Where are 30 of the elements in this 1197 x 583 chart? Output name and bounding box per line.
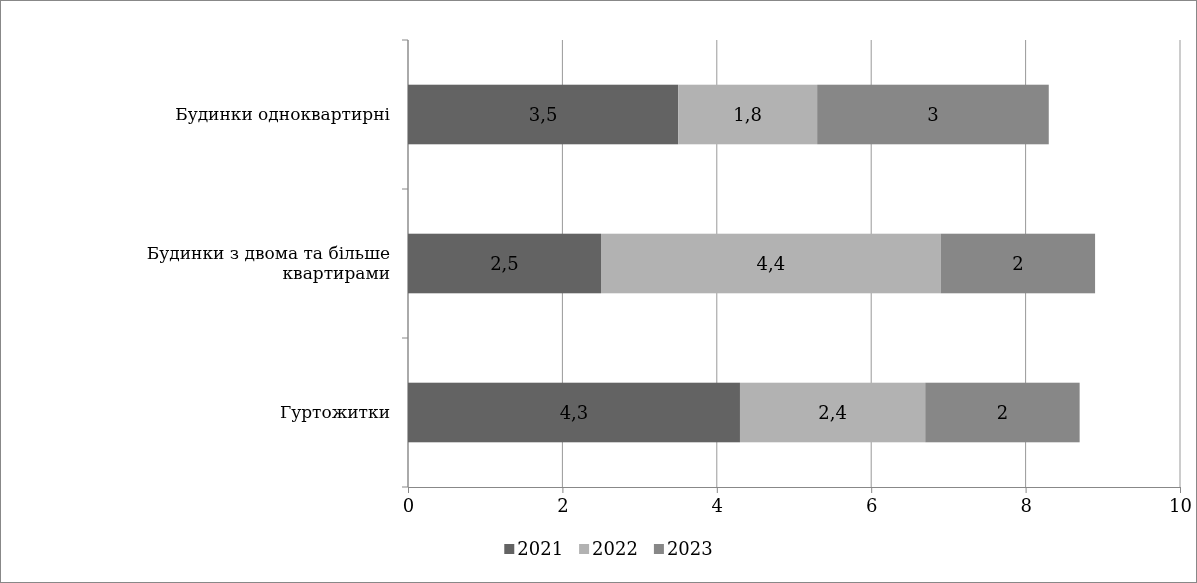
data-label: 2,5 <box>490 252 519 274</box>
legend-label: 2021 <box>517 538 564 560</box>
x-tick-label: 0 <box>402 495 415 517</box>
data-label: 2 <box>1012 252 1024 274</box>
data-label: 4,3 <box>559 401 589 423</box>
data-label: 2,4 <box>818 401 847 423</box>
bar <box>408 233 601 294</box>
bar <box>408 84 679 145</box>
bar <box>601 233 941 294</box>
data-label: 3 <box>927 103 939 125</box>
data-label: 1,8 <box>733 103 762 125</box>
bar <box>817 84 1049 145</box>
x-tick-label: 4 <box>711 495 724 517</box>
data-label: 4,4 <box>756 252 786 274</box>
x-tick-label: 8 <box>1020 495 1032 517</box>
data-label: 2 <box>996 401 1009 423</box>
legend-label: 2023 <box>666 538 713 560</box>
x-tick-label: 2 <box>557 495 569 517</box>
legend-label: 2022 <box>592 538 638 560</box>
x-tick-label: 10 <box>1169 495 1192 517</box>
y-tick-label: Будинки одноквартирні <box>175 104 391 125</box>
bar <box>925 382 1080 443</box>
bar <box>408 382 740 443</box>
y-tick-label: Гуртожитки <box>279 402 390 423</box>
x-tick-label: 6 <box>865 495 878 517</box>
bar <box>739 382 926 443</box>
data-label: 3,5 <box>528 103 558 125</box>
bar <box>940 233 1096 294</box>
y-tick-label: Будинки з двома та більше квартирами <box>146 243 390 284</box>
bar <box>678 84 818 145</box>
